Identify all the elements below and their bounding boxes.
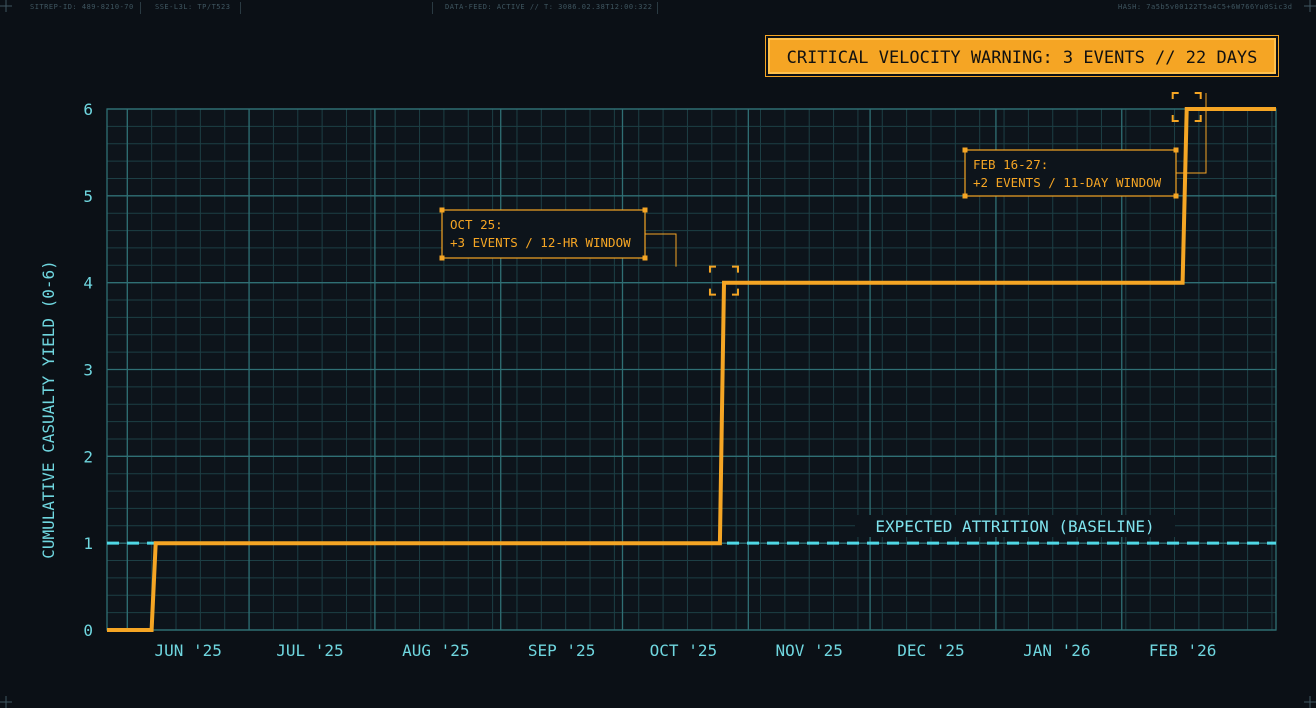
plot-area — [107, 109, 1276, 630]
annotation-box — [964, 149, 1177, 197]
critical-warning-banner: CRITICAL VELOCITY WARNING: 3 EVENTS // 2… — [765, 35, 1279, 77]
x-tick-label: FEB '26 — [1149, 641, 1216, 660]
annotation-corner — [1173, 193, 1179, 199]
y-tick-label: 4 — [83, 274, 93, 293]
data-feed-label: DATA-FEED: ACTIVE // T: 3086.02.38T12:00… — [445, 3, 653, 11]
y-tick-label: 0 — [83, 621, 93, 640]
hash-label: HASH: 7a5b5v00122T5a4C5+6W766Yu0Sic3d — [1118, 3, 1293, 11]
sitrep-id-label: SITREP-ID: 489-8210-70 — [30, 3, 134, 11]
y-tick-label: 1 — [83, 534, 93, 553]
y-tick-label: 6 — [83, 100, 93, 119]
annotation-leader — [1176, 93, 1207, 174]
header-divider — [657, 2, 658, 14]
header-divider — [140, 2, 141, 14]
x-tick-label: JUL '25 — [276, 641, 343, 660]
frame-crosshair — [1304, 696, 1316, 708]
y-tick-label: 5 — [83, 187, 93, 206]
annotation-corner — [962, 147, 968, 153]
annotation-corner — [1173, 147, 1179, 153]
x-tick-label: JUN '25 — [154, 641, 221, 660]
annotation-detail: +3 EVENTS / 12-HR WINDOW — [450, 235, 631, 250]
annotation-title: FEB 16-27: — [973, 157, 1048, 172]
x-tick-label: OCT '25 — [650, 641, 717, 660]
x-tick-label: AUG '25 — [402, 641, 469, 660]
y-tick-label: 2 — [83, 447, 93, 466]
x-tick-label: SEP '25 — [528, 641, 595, 660]
x-tick-label: DEC '25 — [897, 641, 964, 660]
annotation-corner — [962, 193, 968, 199]
sector-label: SSE-L3L: TP/T523 — [155, 3, 231, 11]
annotation-detail: +2 EVENTS / 11-DAY WINDOW — [973, 175, 1162, 190]
x-tick-label: JAN '26 — [1023, 641, 1090, 660]
target-bracket — [708, 265, 739, 296]
y-tick-label: 3 — [83, 361, 93, 380]
annotation-corner — [439, 207, 445, 213]
plot-border — [106, 108, 1277, 631]
y-axis-label: CUMULATIVE CASUALTY YIELD (0-6) — [39, 260, 58, 559]
baseline-label: EXPECTED ATTRITION (BASELINE) — [875, 517, 1154, 536]
frame-crosshair — [1304, 0, 1316, 12]
frame-crosshair — [0, 0, 12, 12]
frame-crosshair — [0, 696, 12, 708]
annotation-box — [441, 209, 646, 259]
annotation-corner — [642, 207, 648, 213]
baseline-label-bg — [855, 515, 1175, 537]
annotation-corner — [642, 255, 648, 261]
annotation-corner — [439, 255, 445, 261]
annotation-leader — [645, 233, 677, 267]
header-divider — [432, 2, 433, 14]
casualty-step-line — [107, 107, 1276, 632]
target-bracket — [1171, 92, 1202, 122]
header-divider — [240, 2, 241, 14]
x-tick-label: NOV '25 — [775, 641, 842, 660]
annotation-title: OCT 25: — [450, 217, 503, 232]
